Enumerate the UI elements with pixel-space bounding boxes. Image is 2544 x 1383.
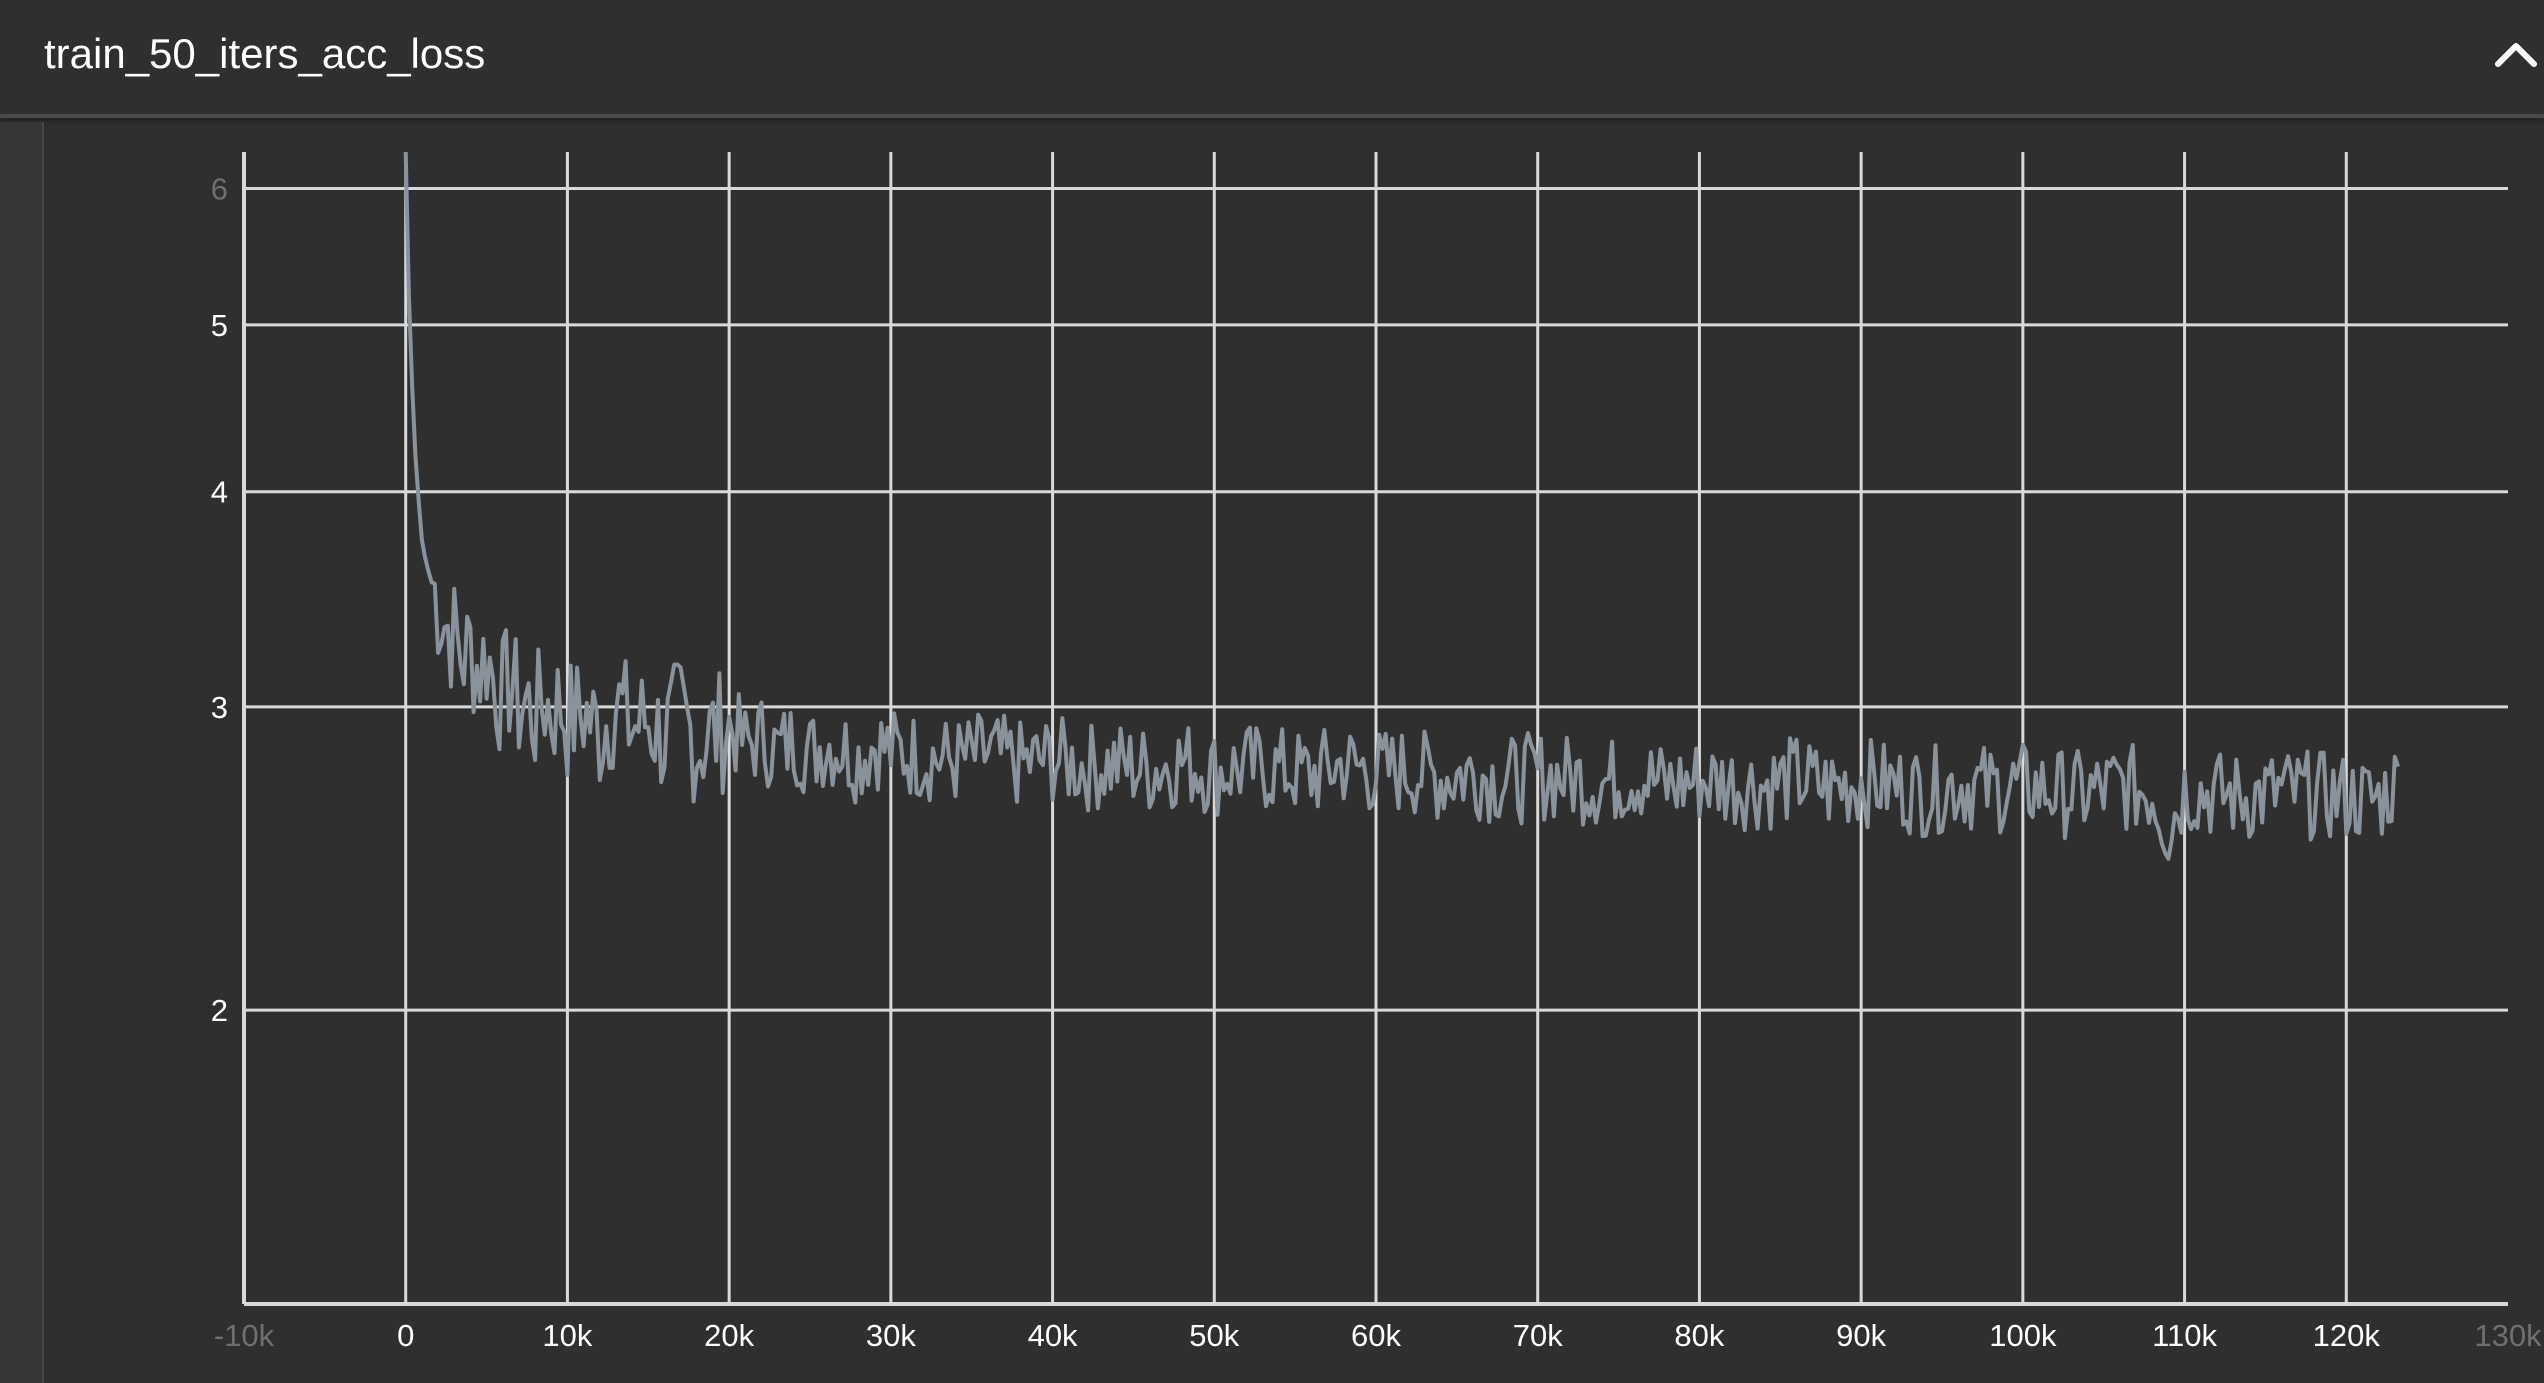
y-tick-label-3: 5 bbox=[211, 308, 228, 343]
x-tick-label-13: 120k bbox=[2313, 1318, 2381, 1353]
x-tick-label-7: 60k bbox=[1351, 1318, 1401, 1353]
horizontal-gridlines bbox=[244, 186, 2508, 1012]
x-tick-label-14: 130k bbox=[2474, 1318, 2542, 1353]
x-tick-labels: -10k 0 10k 20k 30k 40k 50k 60k 70k 80k 90k 100k 110k… bbox=[214, 1318, 2542, 1353]
y-tick-label-2: 4 bbox=[211, 475, 228, 510]
x-tick-label-6: 50k bbox=[1189, 1318, 1239, 1353]
chart-title: train_50_iters_acc_loss bbox=[44, 30, 486, 77]
vertical-gridlines bbox=[404, 152, 2348, 1304]
y-tick-label-1: 3 bbox=[211, 690, 228, 725]
y-tick-label-4: 6 bbox=[211, 171, 228, 206]
x-tick-label-0: -10k bbox=[214, 1318, 275, 1353]
x-tick-label-5: 40k bbox=[1028, 1318, 1078, 1353]
series-layer bbox=[403, 151, 2400, 861]
x-tick-label-8: 70k bbox=[1513, 1318, 1563, 1353]
x-tick-label-12: 110k bbox=[2152, 1318, 2217, 1353]
x-tick-label-10: 90k bbox=[1836, 1318, 1886, 1353]
x-tick-label-1: 0 bbox=[397, 1318, 414, 1353]
y-tick-label-0: 2 bbox=[211, 993, 228, 1028]
x-tick-label-4: 30k bbox=[866, 1318, 916, 1353]
x-tick-label-9: 80k bbox=[1674, 1318, 1724, 1353]
x-tick-label-2: 10k bbox=[542, 1318, 592, 1353]
series-line-0 bbox=[403, 151, 2400, 861]
x-tick-label-3: 20k bbox=[704, 1318, 754, 1353]
card-header: train_50_iters_acc_loss bbox=[0, 0, 2544, 118]
chevron-up-icon[interactable] bbox=[2488, 30, 2544, 82]
y-tick-labels: 2 3 4 5 6 bbox=[211, 171, 228, 1028]
left-panel-strip bbox=[0, 122, 44, 1383]
x-tick-label-11: 100k bbox=[1989, 1318, 2057, 1353]
axes bbox=[242, 152, 2508, 1306]
